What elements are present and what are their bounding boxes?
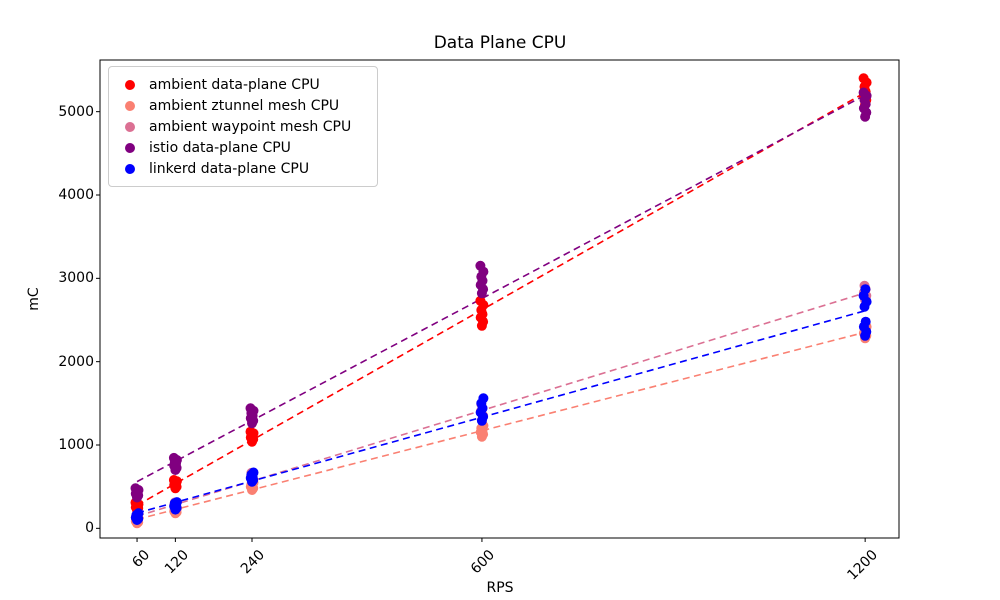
- legend-label: istio data-plane CPU: [149, 139, 291, 156]
- data-point: [475, 295, 486, 306]
- data-point: [860, 316, 871, 327]
- legend-item-ambient-data-plane: ambient data-plane CPU: [117, 74, 367, 95]
- legend-item-ambient-ztunnel: ambient ztunnel mesh CPU: [117, 95, 367, 116]
- y-tick-label: 1000: [58, 437, 94, 453]
- y-tick-label: 2000: [58, 353, 94, 370]
- trend-line-ambient: [136, 292, 866, 518]
- data-point: [168, 475, 179, 485]
- legend-item-istio: istio data-plane CPU: [117, 137, 367, 158]
- legend-item-linkerd: linkerd data-plane CPU: [117, 158, 367, 179]
- scatter-series-ambient-ztunnel-mesh-CPU: [130, 321, 872, 529]
- legend-marker-ambient-data-plane-icon: [125, 79, 135, 90]
- scatter-series-linkerd-data-plane-CPU: [130, 284, 872, 525]
- data-point: [475, 260, 486, 271]
- legend-label: ambient waypoint mesh CPU: [149, 118, 352, 135]
- data-point: [133, 508, 144, 519]
- y-tick-label: 0: [85, 520, 94, 537]
- scatter-series-ambient-waypoint-mesh-CPU: [130, 280, 872, 525]
- data-point: [130, 483, 141, 494]
- y-tick-label: 4000: [58, 187, 94, 203]
- chart-title: Data Plane CPU: [433, 33, 567, 53]
- legend-label: ambient ztunnel mesh CPU: [149, 97, 340, 114]
- trend-line-ambient: [136, 91, 866, 507]
- data-point: [478, 393, 489, 404]
- data-point: [248, 467, 259, 478]
- legend-item-ambient-waypoint: ambient waypoint mesh CPU: [117, 116, 367, 137]
- legend-marker-linkerd-icon: [125, 163, 135, 174]
- x-axis-label: RPS: [486, 580, 514, 596]
- legend: ambient data-plane CPU ambient ztunnel m…: [108, 66, 378, 187]
- legend-label: linkerd data-plane CPU: [149, 160, 310, 177]
- data-point: [860, 284, 871, 295]
- trend-line-ambient: [136, 331, 866, 521]
- trend-line-linkerd: [136, 309, 866, 514]
- y-tick-label: 5000: [58, 103, 94, 120]
- data-point: [858, 73, 869, 84]
- legend-label: ambient data-plane CPU: [149, 76, 320, 93]
- axes-spines: [99, 59, 900, 539]
- y-tick-label: 3000: [58, 270, 94, 287]
- scatter-series-istio-data-plane-CPU: [130, 87, 872, 503]
- legend-marker-istio-icon: [125, 142, 135, 153]
- data-point: [245, 426, 256, 437]
- data-point: [245, 403, 256, 414]
- data-point: [171, 497, 182, 508]
- data-point: [168, 452, 179, 463]
- data-point: [858, 87, 869, 98]
- y-axis-label: mC: [26, 287, 42, 311]
- legend-marker-ambient-ztunnel-icon: [125, 100, 135, 111]
- legend-marker-ambient-waypoint-icon: [125, 121, 135, 132]
